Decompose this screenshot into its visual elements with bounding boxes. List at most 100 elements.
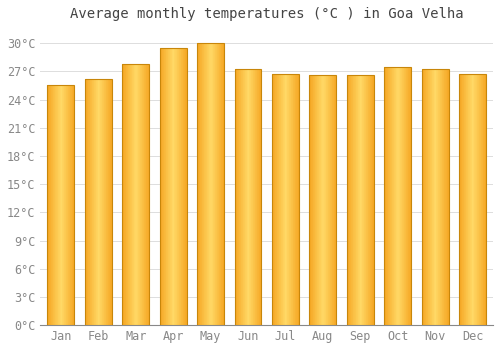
Bar (197, 43, 224, 325)
Bar (90, 79, 91, 325)
Bar (254, 70, 256, 325)
Bar (355, 75, 356, 325)
Bar (352, 75, 353, 325)
Bar (258, 70, 259, 325)
Bar (330, 75, 331, 325)
Bar (54, 85, 55, 325)
Bar (435, 70, 436, 325)
Bar (138, 64, 139, 325)
Bar (424, 70, 425, 325)
Bar (280, 74, 281, 325)
Bar (432, 70, 433, 325)
Bar (236, 70, 237, 325)
Bar (56, 85, 57, 325)
Bar (67, 85, 68, 325)
Bar (408, 66, 409, 325)
Bar (133, 64, 134, 325)
Bar (250, 70, 252, 325)
Bar (170, 48, 171, 325)
Bar (471, 74, 472, 325)
Bar (51, 85, 52, 325)
Bar (166, 48, 167, 325)
Bar (164, 48, 165, 325)
Bar (97, 79, 98, 325)
Bar (209, 43, 210, 325)
Bar (461, 74, 462, 325)
Bar (364, 75, 365, 325)
Bar (222, 43, 224, 325)
Bar (197, 43, 198, 325)
Bar (135, 64, 136, 325)
Bar (123, 64, 124, 325)
Bar (387, 66, 388, 325)
Bar (167, 48, 168, 325)
Bar (316, 75, 318, 325)
Bar (347, 75, 348, 325)
Bar (327, 75, 328, 325)
Bar (347, 75, 374, 325)
Bar (211, 43, 212, 325)
Bar (53, 85, 54, 325)
Bar (106, 79, 107, 325)
Bar (199, 43, 200, 325)
Bar (468, 74, 469, 325)
Bar (442, 70, 443, 325)
Bar (384, 66, 385, 325)
Bar (234, 70, 235, 325)
Bar (335, 75, 336, 325)
Bar (50, 85, 51, 325)
Bar (134, 64, 135, 325)
Bar (464, 74, 465, 325)
Bar (310, 75, 336, 325)
Bar (212, 43, 214, 325)
Bar (473, 74, 474, 325)
Bar (405, 66, 406, 325)
Bar (445, 70, 446, 325)
Bar (111, 79, 112, 325)
Bar (284, 74, 286, 325)
Bar (91, 79, 92, 325)
Bar (105, 79, 106, 325)
Bar (351, 75, 352, 325)
Bar (252, 70, 254, 325)
Bar (242, 70, 244, 325)
Bar (89, 79, 90, 325)
Bar (322, 75, 323, 325)
Bar (140, 64, 141, 325)
Bar (125, 64, 126, 325)
Bar (141, 64, 142, 325)
Bar (126, 64, 127, 325)
Bar (183, 48, 184, 325)
Bar (357, 75, 358, 325)
Bar (401, 66, 402, 325)
Bar (177, 48, 178, 325)
Bar (470, 74, 471, 325)
Bar (430, 70, 431, 325)
Bar (145, 64, 146, 325)
Bar (176, 48, 177, 325)
Bar (325, 75, 326, 325)
Bar (274, 74, 276, 325)
Bar (86, 79, 87, 325)
Bar (124, 64, 125, 325)
Bar (318, 75, 319, 325)
Bar (290, 74, 291, 325)
Title: Average monthly temperatures (°C ) in Goa Velha: Average monthly temperatures (°C ) in Go… (70, 7, 464, 21)
Bar (293, 74, 294, 325)
Bar (477, 74, 478, 325)
Bar (316, 75, 317, 325)
Bar (174, 48, 175, 325)
Bar (294, 74, 295, 325)
Bar (324, 75, 325, 325)
Bar (144, 64, 145, 325)
Bar (397, 66, 398, 325)
Bar (484, 74, 486, 325)
Bar (65, 85, 66, 325)
Bar (108, 79, 109, 325)
Bar (331, 75, 332, 325)
Bar (70, 85, 71, 325)
Bar (162, 48, 163, 325)
Bar (441, 70, 442, 325)
Bar (288, 74, 289, 325)
Bar (402, 66, 403, 325)
